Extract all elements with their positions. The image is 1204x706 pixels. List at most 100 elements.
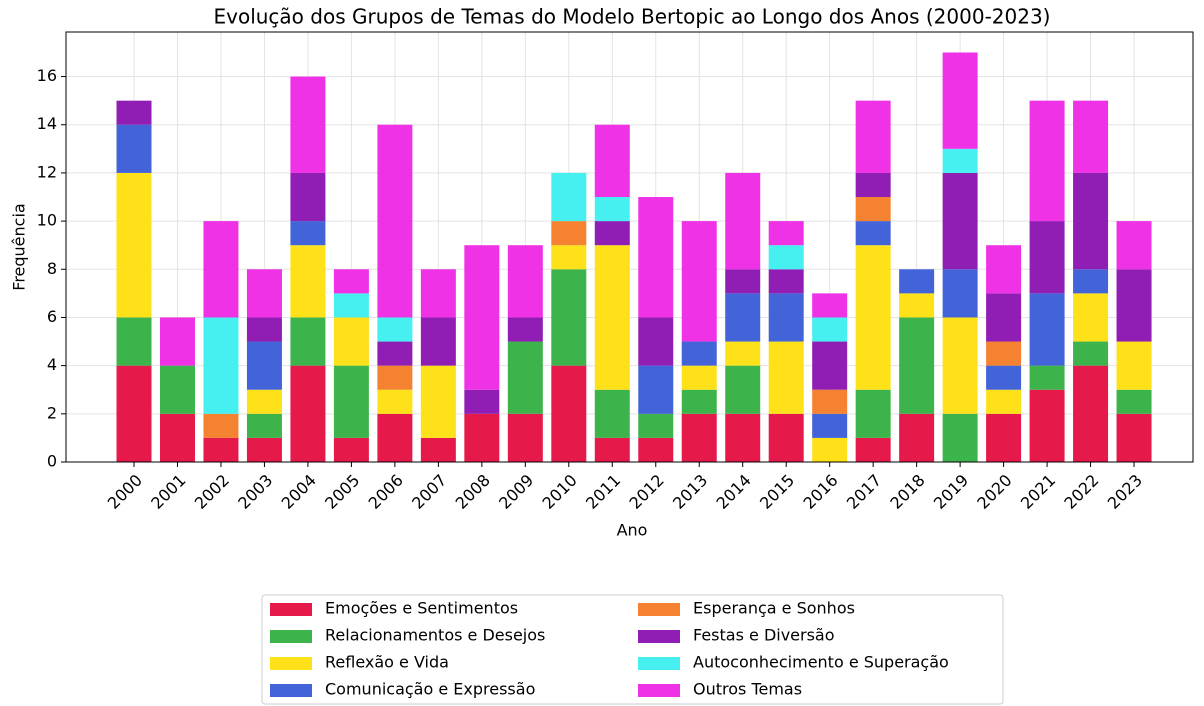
bar-segment xyxy=(986,245,1022,294)
x-tick-label: 2008 xyxy=(452,471,494,513)
bar-segment xyxy=(333,365,369,438)
legend-label: Emoções e Sentimentos xyxy=(325,599,518,618)
bar-segment xyxy=(681,413,717,462)
bar-segment xyxy=(1116,413,1152,462)
bar-segment xyxy=(768,245,804,270)
bar-segment xyxy=(507,341,543,414)
plot-frame xyxy=(65,31,1194,463)
bar-segment xyxy=(1116,269,1152,342)
x-tick-label: 2005 xyxy=(321,471,363,513)
bar-segment xyxy=(942,148,978,173)
x-tick-label: 2016 xyxy=(799,471,841,513)
bar-segment xyxy=(812,437,848,462)
x-tick-label: 2007 xyxy=(408,471,450,513)
bar-segment xyxy=(420,437,456,462)
x-tick-label: 2023 xyxy=(1104,471,1146,513)
bar-segment xyxy=(203,221,239,318)
bar-segment xyxy=(725,341,761,366)
legend-swatch xyxy=(270,603,312,616)
chart-title: Evolução dos Grupos de Temas do Modelo B… xyxy=(213,5,1050,29)
bar-segment xyxy=(377,317,413,342)
bar-segment xyxy=(855,245,891,390)
bar-segment xyxy=(594,124,630,198)
bar-segment xyxy=(681,221,717,342)
legend-box xyxy=(261,594,1004,705)
bar-segment xyxy=(986,293,1022,342)
x-tick-label: 2015 xyxy=(756,471,798,513)
bar-segment xyxy=(116,317,152,366)
legend: Emoções e Sentimentos Relacionamentos e D… xyxy=(270,599,949,699)
bar-segment xyxy=(159,413,195,462)
bar-segment xyxy=(159,317,195,366)
bar-segment xyxy=(725,293,761,342)
x-tick-label: 2020 xyxy=(973,471,1015,513)
bar-segment xyxy=(203,437,239,462)
bar-segment xyxy=(638,197,674,318)
bar-segment xyxy=(290,76,326,173)
bar-segment xyxy=(116,124,152,173)
bar-segment xyxy=(116,172,152,318)
bar-segment xyxy=(899,317,935,414)
y-tick-label: 0 xyxy=(47,452,57,471)
bar-segment xyxy=(638,317,674,366)
legend-swatch xyxy=(638,684,680,697)
bar-segment xyxy=(986,365,1022,390)
legend-swatch xyxy=(270,657,312,670)
x-tick-label: 2002 xyxy=(191,471,233,513)
y-tick-label: 10 xyxy=(37,211,57,230)
bar-segment xyxy=(725,365,761,414)
legend-swatch xyxy=(638,657,680,670)
x-tick-label: 2003 xyxy=(234,471,276,513)
x-tick-label: 2021 xyxy=(1017,471,1059,513)
bar-segment xyxy=(812,341,848,390)
bar-segment xyxy=(594,437,630,462)
bar-segment xyxy=(551,172,587,222)
x-tick-label: 2000 xyxy=(104,471,146,513)
x-tick-label: 2012 xyxy=(626,471,668,513)
x-tick-label: 2017 xyxy=(843,471,885,513)
bar-segment xyxy=(333,437,369,462)
bar-segment xyxy=(420,365,456,438)
bar-segment xyxy=(768,413,804,462)
bar-segment xyxy=(246,317,282,342)
bar-segment xyxy=(594,245,630,390)
bar-segment xyxy=(1029,389,1065,462)
bar-segment xyxy=(377,413,413,462)
bar-segment xyxy=(203,317,239,414)
bar-segment xyxy=(246,389,282,414)
bar-segment xyxy=(246,437,282,462)
bar-segment xyxy=(159,365,195,414)
bar-segment xyxy=(899,413,935,462)
bar-segment xyxy=(420,317,456,366)
bar-segment xyxy=(1073,341,1109,366)
bar-segment xyxy=(638,413,674,438)
bar-segment xyxy=(507,245,543,318)
bar-segment xyxy=(1073,100,1109,173)
bar-segment xyxy=(290,221,326,246)
bar-segment xyxy=(116,100,152,125)
legend-swatch xyxy=(270,630,312,643)
bar-segment xyxy=(768,221,804,246)
bar-segment xyxy=(681,389,717,414)
bar-segment xyxy=(812,389,848,414)
bar-segment xyxy=(855,437,891,462)
bar-segment xyxy=(246,341,282,390)
x-tick-label: 2014 xyxy=(713,471,755,513)
legend-label: Esperança e Sonhos xyxy=(693,599,855,618)
bar-segment xyxy=(1116,389,1152,414)
bar-segment xyxy=(333,317,369,366)
bar-segment xyxy=(1029,365,1065,390)
y-axis-label: Frequência xyxy=(10,203,29,290)
bars xyxy=(116,52,1152,462)
bar-segment xyxy=(768,293,804,342)
bar-segment xyxy=(855,389,891,438)
bar-segment xyxy=(290,172,326,222)
bar-segment xyxy=(942,172,978,270)
bar-segment xyxy=(1029,293,1065,366)
bar-segment xyxy=(681,341,717,366)
bar-segment xyxy=(942,269,978,318)
bar-segment xyxy=(464,245,500,390)
bar-segment xyxy=(333,269,369,294)
bar-segment xyxy=(812,317,848,342)
legend-label: Autoconhecimento e Superação xyxy=(693,653,949,672)
